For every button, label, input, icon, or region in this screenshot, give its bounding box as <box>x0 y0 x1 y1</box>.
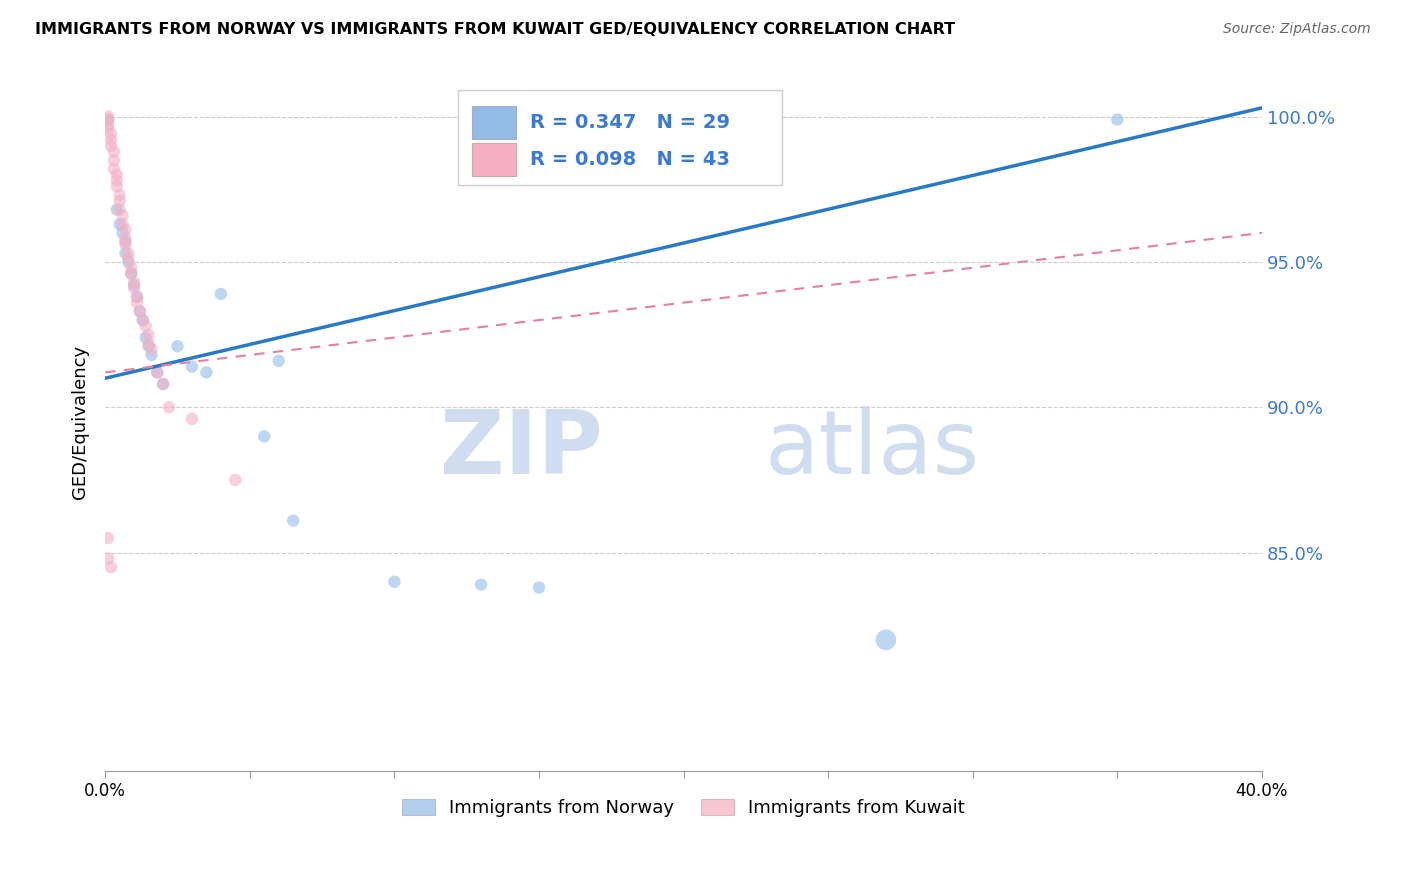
Point <box>138 327 160 342</box>
Point <box>111 217 134 231</box>
Point <box>97 551 120 566</box>
Bar <box>472 106 516 139</box>
Bar <box>472 143 516 177</box>
Point <box>125 290 148 304</box>
Y-axis label: GED/Equivalency: GED/Equivalency <box>72 345 89 499</box>
Point <box>283 514 305 528</box>
Point <box>117 246 139 260</box>
Point <box>111 209 134 223</box>
Point <box>105 179 128 194</box>
Point <box>103 145 125 159</box>
Point <box>138 336 160 351</box>
Point <box>108 188 131 202</box>
Point <box>114 223 136 237</box>
Point <box>122 281 145 295</box>
Point <box>105 168 128 182</box>
Point <box>103 153 125 168</box>
Point <box>105 173 128 187</box>
Point <box>181 412 204 426</box>
Point <box>100 133 122 147</box>
Point <box>111 226 134 240</box>
Point <box>114 246 136 260</box>
Point <box>125 290 148 304</box>
Point <box>384 574 406 589</box>
Point <box>181 359 204 374</box>
Point <box>120 267 142 281</box>
Point <box>470 577 492 591</box>
Text: R = 0.347   N = 29: R = 0.347 N = 29 <box>530 113 730 132</box>
Point <box>97 118 120 132</box>
Point <box>132 313 155 327</box>
Point <box>166 339 188 353</box>
Point <box>125 295 148 310</box>
Point <box>267 353 290 368</box>
Point <box>253 429 276 443</box>
Point <box>117 255 139 269</box>
Point <box>108 217 131 231</box>
Point <box>146 366 169 380</box>
Point <box>97 531 120 545</box>
Point <box>114 232 136 246</box>
Point <box>195 366 218 380</box>
Point <box>157 401 180 415</box>
Point <box>120 267 142 281</box>
Point <box>97 112 120 127</box>
Point <box>1107 112 1129 127</box>
Point <box>105 202 128 217</box>
Point <box>114 235 136 249</box>
Point <box>100 138 122 153</box>
Point <box>152 377 174 392</box>
Point <box>132 313 155 327</box>
Point <box>100 560 122 574</box>
Point <box>97 121 120 136</box>
Text: Source: ZipAtlas.com: Source: ZipAtlas.com <box>1223 22 1371 37</box>
Point <box>141 342 163 356</box>
Point <box>108 194 131 208</box>
Point <box>141 348 163 362</box>
Text: atlas: atlas <box>765 406 980 493</box>
Point <box>97 112 120 127</box>
Point <box>100 127 122 141</box>
Point <box>138 339 160 353</box>
Point <box>527 581 550 595</box>
Point <box>122 278 145 293</box>
Point <box>103 161 125 176</box>
Point <box>122 275 145 289</box>
FancyBboxPatch shape <box>458 90 782 185</box>
Point <box>97 110 120 124</box>
Point <box>224 473 246 487</box>
Point <box>135 318 157 333</box>
Point <box>875 632 897 647</box>
Point <box>146 366 169 380</box>
Point <box>117 252 139 266</box>
Legend: Immigrants from Norway, Immigrants from Kuwait: Immigrants from Norway, Immigrants from … <box>395 792 972 824</box>
Point <box>135 330 157 344</box>
Point <box>114 237 136 252</box>
Point <box>129 304 152 318</box>
Point <box>129 304 152 318</box>
Point <box>152 377 174 392</box>
Text: ZIP: ZIP <box>440 406 603 493</box>
Point <box>120 260 142 275</box>
Text: R = 0.098   N = 43: R = 0.098 N = 43 <box>530 150 730 169</box>
Point <box>108 202 131 217</box>
Text: IMMIGRANTS FROM NORWAY VS IMMIGRANTS FROM KUWAIT GED/EQUIVALENCY CORRELATION CHA: IMMIGRANTS FROM NORWAY VS IMMIGRANTS FRO… <box>35 22 955 37</box>
Point <box>209 287 232 301</box>
